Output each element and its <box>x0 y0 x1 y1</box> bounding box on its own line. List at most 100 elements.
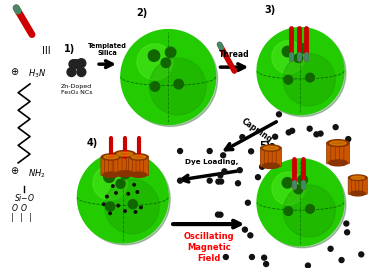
Circle shape <box>93 166 127 200</box>
Circle shape <box>306 263 310 268</box>
Circle shape <box>248 233 253 238</box>
FancyBboxPatch shape <box>128 156 134 176</box>
Text: $|$: $|$ <box>19 211 23 224</box>
Circle shape <box>245 200 250 205</box>
Circle shape <box>306 205 314 213</box>
Circle shape <box>273 134 278 139</box>
Circle shape <box>221 153 226 158</box>
Text: Oscillating
Magnetic
Field: Oscillating Magnetic Field <box>184 232 234 263</box>
FancyBboxPatch shape <box>264 147 270 167</box>
Ellipse shape <box>329 160 347 166</box>
Circle shape <box>127 192 130 195</box>
Ellipse shape <box>102 154 120 160</box>
Text: 4): 4) <box>86 138 98 148</box>
Text: III: III <box>42 46 50 56</box>
FancyBboxPatch shape <box>340 142 345 164</box>
FancyBboxPatch shape <box>132 156 137 176</box>
Circle shape <box>165 47 176 57</box>
Circle shape <box>272 41 305 74</box>
Text: 1): 1) <box>64 44 75 54</box>
Ellipse shape <box>114 151 135 157</box>
Ellipse shape <box>261 145 281 151</box>
Circle shape <box>260 164 265 169</box>
Text: Thread: Thread <box>219 50 250 59</box>
FancyBboxPatch shape <box>112 156 117 176</box>
Ellipse shape <box>263 146 278 150</box>
Circle shape <box>216 179 221 184</box>
Text: Templated
Silica: Templated Silica <box>88 43 127 56</box>
Circle shape <box>276 112 282 117</box>
Ellipse shape <box>117 152 132 156</box>
Circle shape <box>282 178 293 188</box>
Circle shape <box>105 202 115 211</box>
Circle shape <box>314 132 319 137</box>
Circle shape <box>161 58 171 67</box>
Circle shape <box>115 192 117 194</box>
Text: Dye Loading,: Dye Loading, <box>185 159 238 165</box>
Circle shape <box>264 262 269 266</box>
FancyBboxPatch shape <box>118 153 123 175</box>
Ellipse shape <box>262 163 279 169</box>
Circle shape <box>333 125 338 130</box>
Circle shape <box>111 185 114 187</box>
Circle shape <box>121 30 216 124</box>
Circle shape <box>235 181 240 186</box>
FancyBboxPatch shape <box>140 156 145 176</box>
Circle shape <box>140 206 142 209</box>
Text: $H_3N$: $H_3N$ <box>28 68 46 80</box>
FancyBboxPatch shape <box>105 156 110 176</box>
FancyBboxPatch shape <box>331 142 336 164</box>
Circle shape <box>286 130 291 135</box>
Text: $\oplus$: $\oplus$ <box>10 66 19 77</box>
Circle shape <box>215 212 221 217</box>
Circle shape <box>333 141 337 146</box>
Circle shape <box>133 183 135 186</box>
Circle shape <box>242 227 248 232</box>
Text: $O$: $O$ <box>20 202 28 213</box>
FancyBboxPatch shape <box>130 153 136 175</box>
FancyBboxPatch shape <box>335 142 341 164</box>
Ellipse shape <box>351 176 364 179</box>
Circle shape <box>294 54 303 62</box>
Ellipse shape <box>350 191 365 196</box>
Circle shape <box>178 178 182 183</box>
FancyBboxPatch shape <box>276 147 282 167</box>
Circle shape <box>150 82 160 91</box>
Circle shape <box>358 179 363 184</box>
Circle shape <box>259 161 346 248</box>
Circle shape <box>294 185 303 194</box>
Circle shape <box>219 179 223 184</box>
Circle shape <box>344 221 349 226</box>
Circle shape <box>178 149 182 153</box>
Ellipse shape <box>330 141 346 145</box>
Circle shape <box>149 58 206 115</box>
Text: $NH_2$: $NH_2$ <box>28 167 46 180</box>
FancyBboxPatch shape <box>136 156 141 176</box>
Circle shape <box>249 149 253 154</box>
Circle shape <box>124 210 126 212</box>
Circle shape <box>307 126 312 131</box>
Text: $|$: $|$ <box>10 211 14 224</box>
Circle shape <box>117 204 120 207</box>
FancyBboxPatch shape <box>126 153 132 175</box>
Circle shape <box>270 144 275 149</box>
Ellipse shape <box>104 155 118 159</box>
Circle shape <box>283 54 335 106</box>
Circle shape <box>284 207 293 215</box>
Circle shape <box>259 30 346 117</box>
Circle shape <box>80 154 170 245</box>
Text: $Si{-}O$: $Si{-}O$ <box>14 192 35 203</box>
Circle shape <box>256 175 260 180</box>
Circle shape <box>237 168 242 173</box>
FancyBboxPatch shape <box>101 156 106 176</box>
Circle shape <box>318 131 323 136</box>
Circle shape <box>298 175 307 185</box>
FancyBboxPatch shape <box>272 147 278 167</box>
Circle shape <box>104 172 115 182</box>
Text: 2): 2) <box>137 8 148 18</box>
Ellipse shape <box>131 172 147 178</box>
Ellipse shape <box>116 171 134 177</box>
Text: Zn-Doped
Fe₃O₄ NCs: Zn-Doped Fe₃O₄ NCs <box>61 84 92 95</box>
Circle shape <box>106 195 108 198</box>
Ellipse shape <box>132 155 146 159</box>
